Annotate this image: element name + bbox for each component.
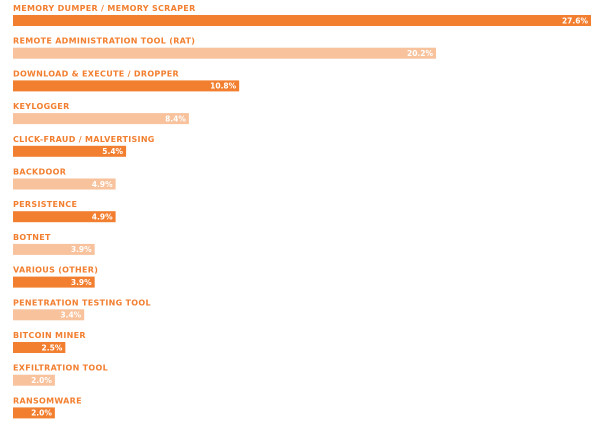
bar — [13, 15, 591, 26]
value-label: 3.9% — [71, 278, 92, 287]
category-label: BOTNET — [13, 233, 51, 242]
bar — [13, 342, 66, 353]
category-label: BACKDOOR — [13, 168, 66, 177]
bar — [13, 145, 127, 157]
category-label: DOWNLOAD & EXECUTE / DROPPER — [13, 69, 179, 78]
category-label: KEYLOGGER — [13, 102, 70, 111]
value-label: 3.4% — [60, 311, 81, 320]
value-label: 4.9% — [92, 180, 113, 189]
category-label: MEMORY DUMPER / MEMORY SCRAPER — [13, 4, 196, 13]
category-label: REMOTE ADMINISTRATION TOOL (RAT) — [13, 37, 195, 46]
bar — [13, 309, 85, 321]
bar — [13, 80, 240, 92]
category-label: BITCOIN MINER — [13, 331, 86, 340]
value-label: 8.4% — [165, 114, 186, 123]
category-label: CLICK-FRAUD / MALVERTISING — [13, 135, 155, 144]
bar — [13, 178, 116, 190]
value-label: 2.5% — [42, 343, 63, 352]
bar — [13, 47, 437, 59]
bar — [13, 211, 116, 223]
bar — [13, 407, 55, 419]
value-label: 2.0% — [31, 409, 52, 418]
bar — [13, 374, 55, 386]
value-label: 20.2% — [407, 49, 434, 58]
category-label: RANSOMWARE — [13, 396, 82, 405]
bar — [13, 276, 95, 288]
value-label: 3.9% — [71, 245, 92, 254]
value-label: 5.4% — [102, 147, 123, 156]
value-label: 10.8% — [210, 82, 237, 91]
bar — [13, 243, 95, 255]
category-label: PERSISTENCE — [13, 200, 77, 209]
category-label: VARIOUS (OTHER) — [13, 266, 98, 275]
category-label: PENETRATION TESTING TOOL — [13, 298, 151, 307]
value-label: 2.0% — [31, 376, 52, 385]
value-label: 4.9% — [92, 213, 113, 222]
category-label: EXFILTRATION TOOL — [13, 364, 108, 373]
bar — [13, 113, 189, 125]
value-label: 27.6% — [562, 16, 589, 25]
